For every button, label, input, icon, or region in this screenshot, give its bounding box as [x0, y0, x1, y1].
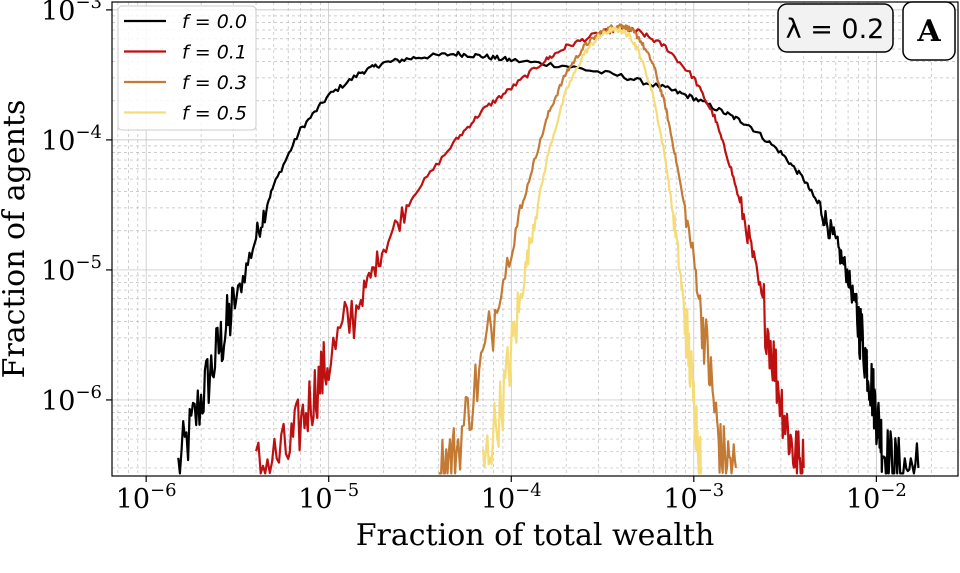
legend-label-0: f = 0.0: [182, 11, 247, 33]
series-line-1: [255, 25, 805, 475]
series-layer: [177, 23, 920, 475]
panel-badge-box: [902, 1, 956, 61]
x-axis-label: Fraction of total wealth: [356, 518, 715, 553]
y-tick-label-2: 10−4: [41, 122, 102, 157]
y-axis-label: Fraction of agents: [0, 100, 32, 379]
y-tick-label-1: 10−5: [41, 252, 102, 287]
legend-label-2: f = 0.3: [182, 72, 247, 94]
panel-badge: A: [902, 1, 956, 61]
lambda-label: λ = 0.2: [786, 14, 885, 45]
x-axis-ticks: 10−6 10−5 10−4 10−3 10−2: [116, 476, 907, 515]
series-line-0: [177, 50, 920, 475]
legend-label-1: f = 0.1: [182, 42, 247, 64]
parameter-badge-box: [777, 3, 894, 53]
series-line-3: [481, 26, 703, 475]
x-tick-label-0: 10−6: [116, 480, 177, 515]
y-tick-label-3: 10−3: [41, 0, 102, 27]
y-tick-label-0: 10−6: [41, 382, 102, 417]
x-tick-label-2: 10−4: [481, 480, 542, 515]
x-tick-label-1: 10−5: [298, 480, 359, 515]
legend: f = 0.0 f = 0.1 f = 0.3 f = 0.5: [117, 5, 257, 131]
y-axis-ticks: 10−6 10−5 10−4 10−3: [41, 0, 112, 417]
parameter-badge: λ = 0.2: [777, 3, 894, 53]
x-tick-label-4: 10−2: [846, 480, 907, 515]
legend-label-3: f = 0.5: [182, 103, 247, 125]
plot-frame: [111, 1, 959, 477]
x-tick-label-3: 10−3: [663, 480, 724, 515]
legend-entries: f = 0.0 f = 0.1 f = 0.3 f = 0.5: [124, 11, 247, 125]
legend-box: [117, 5, 257, 131]
panel-label: A: [916, 14, 941, 49]
